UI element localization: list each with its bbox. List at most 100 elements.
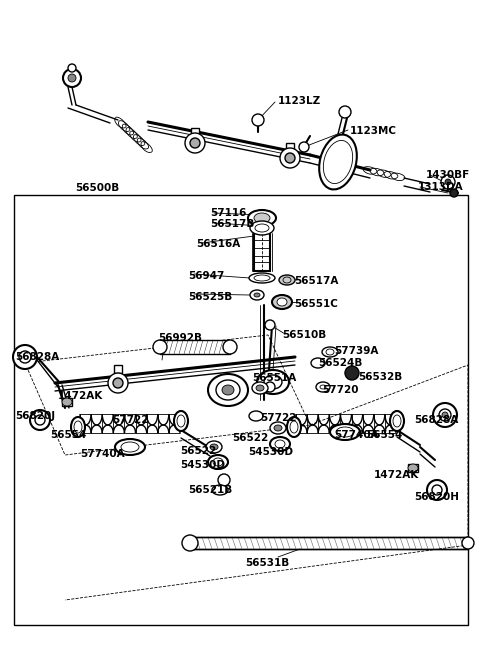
Ellipse shape: [252, 382, 268, 394]
Ellipse shape: [287, 417, 301, 437]
Ellipse shape: [223, 340, 237, 354]
Bar: [254, 233, 270, 271]
Ellipse shape: [210, 444, 218, 450]
Ellipse shape: [62, 398, 72, 406]
Ellipse shape: [115, 439, 145, 455]
Circle shape: [63, 69, 81, 87]
Circle shape: [113, 378, 123, 388]
Circle shape: [299, 142, 309, 152]
Ellipse shape: [208, 455, 228, 469]
Text: 56516A: 56516A: [196, 239, 240, 249]
Bar: [286, 143, 294, 151]
Circle shape: [285, 153, 295, 163]
Ellipse shape: [254, 213, 270, 223]
Ellipse shape: [249, 411, 263, 421]
Ellipse shape: [324, 140, 353, 183]
Ellipse shape: [408, 464, 418, 472]
Text: 56828A: 56828A: [414, 415, 458, 425]
Bar: [190, 537, 468, 549]
Circle shape: [190, 138, 200, 148]
Text: 1123MC: 1123MC: [350, 126, 397, 136]
Text: 56532B: 56532B: [358, 372, 402, 382]
Text: 56554: 56554: [50, 430, 86, 440]
Circle shape: [345, 366, 359, 380]
Ellipse shape: [206, 441, 222, 453]
Text: 56500B: 56500B: [75, 183, 119, 193]
Ellipse shape: [71, 417, 85, 437]
Circle shape: [218, 474, 230, 486]
Text: 57722: 57722: [260, 413, 297, 423]
Circle shape: [432, 485, 442, 495]
Circle shape: [450, 189, 458, 197]
Ellipse shape: [462, 537, 474, 549]
Circle shape: [339, 106, 351, 118]
Circle shape: [35, 415, 45, 425]
Text: 57116: 57116: [210, 208, 246, 218]
Bar: [160, 340, 230, 354]
Text: 57720: 57720: [322, 385, 359, 395]
Ellipse shape: [182, 535, 198, 551]
Text: 54530D: 54530D: [180, 460, 225, 470]
Text: 56992B: 56992B: [158, 333, 202, 343]
Ellipse shape: [248, 210, 276, 226]
Ellipse shape: [311, 358, 325, 368]
Ellipse shape: [270, 437, 290, 451]
Text: 56522: 56522: [232, 433, 268, 443]
Circle shape: [280, 148, 300, 168]
Ellipse shape: [279, 275, 295, 285]
Ellipse shape: [390, 411, 404, 431]
Ellipse shape: [264, 375, 282, 389]
Text: 54530D: 54530D: [248, 447, 293, 457]
Ellipse shape: [322, 347, 338, 357]
Text: 56551A: 56551A: [252, 373, 296, 383]
Ellipse shape: [257, 370, 289, 394]
Text: 1472AK: 1472AK: [58, 391, 103, 401]
Text: 1430BF: 1430BF: [426, 170, 470, 180]
Circle shape: [30, 410, 50, 430]
Text: 57740A: 57740A: [334, 430, 379, 440]
Bar: [114, 365, 122, 373]
Ellipse shape: [272, 295, 292, 309]
Ellipse shape: [222, 385, 234, 395]
Ellipse shape: [330, 424, 360, 440]
Text: 56947: 56947: [188, 271, 224, 281]
Text: 1123LZ: 1123LZ: [278, 96, 321, 106]
Circle shape: [185, 133, 205, 153]
Ellipse shape: [254, 293, 260, 297]
Text: 56828A: 56828A: [15, 352, 59, 362]
Circle shape: [433, 403, 457, 427]
Ellipse shape: [274, 425, 282, 431]
Text: 56820J: 56820J: [15, 411, 55, 421]
Text: 57740A: 57740A: [80, 449, 125, 459]
Text: 1472AK: 1472AK: [374, 470, 419, 480]
Ellipse shape: [316, 382, 330, 392]
Text: 56517B: 56517B: [210, 219, 254, 229]
Text: 56521B: 56521B: [188, 485, 232, 495]
Text: 56525B: 56525B: [188, 292, 232, 302]
Text: 56531B: 56531B: [245, 558, 289, 568]
Text: 56517A: 56517A: [294, 276, 338, 286]
Ellipse shape: [216, 380, 240, 400]
Ellipse shape: [250, 290, 264, 300]
Text: 56524B: 56524B: [318, 358, 362, 368]
Ellipse shape: [174, 411, 188, 431]
Circle shape: [19, 351, 31, 363]
Text: 56820H: 56820H: [414, 492, 459, 502]
Circle shape: [13, 345, 37, 369]
Circle shape: [427, 480, 447, 500]
Circle shape: [68, 74, 76, 82]
Circle shape: [265, 382, 275, 392]
Circle shape: [441, 175, 455, 189]
Text: 57739A: 57739A: [334, 346, 378, 356]
Text: 56522: 56522: [180, 446, 216, 456]
Circle shape: [108, 373, 128, 393]
Circle shape: [252, 114, 264, 126]
Text: 56554: 56554: [366, 430, 402, 440]
Bar: [14, 195, 468, 625]
Text: 56551C: 56551C: [294, 299, 338, 309]
Bar: [408, 464, 418, 472]
Text: 57722: 57722: [112, 415, 148, 425]
Text: 1313DA: 1313DA: [418, 182, 464, 192]
Ellipse shape: [249, 273, 275, 283]
Ellipse shape: [277, 298, 287, 306]
